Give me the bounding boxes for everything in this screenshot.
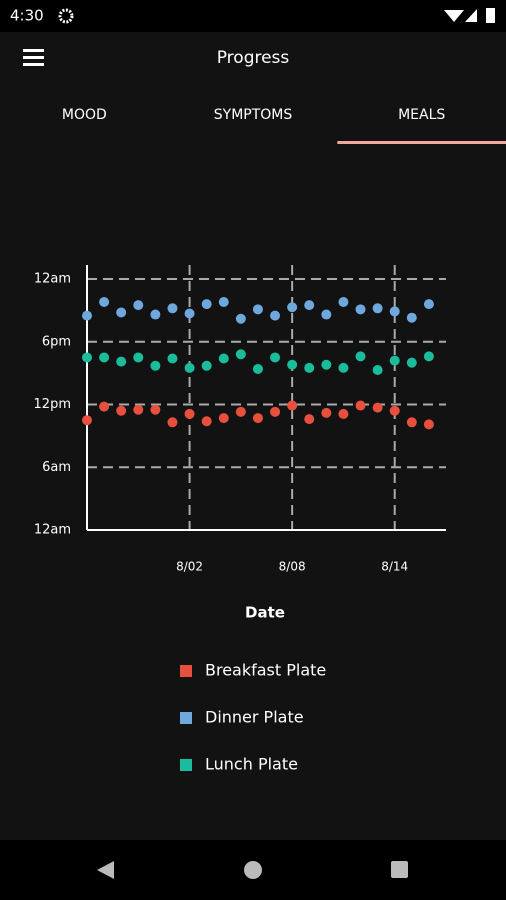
y-tick-label: 12am [34,272,71,287]
point [321,309,332,320]
point [423,351,434,362]
battery-icon [486,8,495,23]
point [167,353,178,364]
status-bar [0,0,506,32]
tab-indicator [337,141,506,144]
point [184,308,195,319]
point [406,357,417,368]
point [133,352,144,363]
legend-swatch [180,665,192,677]
point [133,300,144,311]
y-tick-label: 6pm [42,334,71,349]
x-tick-label: 8/14 [381,560,408,574]
point [287,359,298,370]
point [99,401,110,412]
point [167,417,178,428]
point [389,306,400,317]
point [99,352,110,363]
point [304,414,315,425]
point [218,353,229,364]
point [116,356,127,367]
legend-swatch [180,712,192,724]
point [423,419,434,430]
point [133,404,144,415]
point [184,408,195,419]
point [287,400,298,411]
point [355,351,366,362]
point [184,362,195,373]
point [116,307,127,318]
point [82,352,92,363]
point [201,299,212,310]
point [99,297,110,308]
point [201,360,212,371]
x-tick-label: 8/02 [176,560,203,574]
point [150,360,161,371]
point [167,303,178,314]
point [252,413,263,424]
signal-icon [465,9,477,22]
point [252,363,263,374]
settings-icon [58,8,74,24]
point [218,297,229,308]
point [287,302,298,313]
app-bar [0,32,506,84]
point [270,406,281,417]
home-button[interactable] [244,861,262,879]
point [218,413,229,424]
point [423,299,434,310]
x-axis-title: Date [245,604,285,622]
point [372,364,383,375]
legend-label: Breakfast Plate [205,661,326,680]
point [406,417,417,428]
point [389,355,400,366]
point [321,359,332,370]
point [235,406,246,417]
point [389,405,400,416]
point [116,405,127,416]
y-tick-label: 12am [34,523,71,538]
point [150,309,161,320]
point [235,313,246,324]
point [355,304,366,315]
x-tick-label: 8/08 [279,560,306,574]
clock: 4:30 [10,7,44,25]
legend-swatch [180,759,192,771]
point [201,416,212,427]
point [150,404,161,415]
recents-button[interactable] [391,861,408,878]
point [321,407,332,418]
tab[interactable]: SYMPTOMS [214,107,293,123]
point [372,402,383,413]
wifi-icon [444,10,464,22]
legend-label: Lunch Plate [205,755,298,774]
point [338,297,349,308]
point [82,415,92,426]
point [235,349,246,360]
point [406,312,417,323]
point [252,304,263,315]
menu-button[interactable] [23,49,44,66]
point [338,408,349,419]
y-tick-label: 12pm [34,397,71,412]
point [355,400,366,411]
app-title: Progress [217,48,290,68]
point [270,310,281,321]
back-button[interactable] [97,861,114,879]
legend-label: Dinner Plate [205,708,304,727]
point [372,303,383,314]
point [270,352,281,363]
point [304,362,315,373]
point [304,300,315,311]
tab[interactable]: MOOD [62,107,107,123]
point [338,362,349,373]
tab[interactable]: MEALS [398,107,445,123]
point [82,310,92,321]
y-tick-label: 6am [42,460,71,475]
